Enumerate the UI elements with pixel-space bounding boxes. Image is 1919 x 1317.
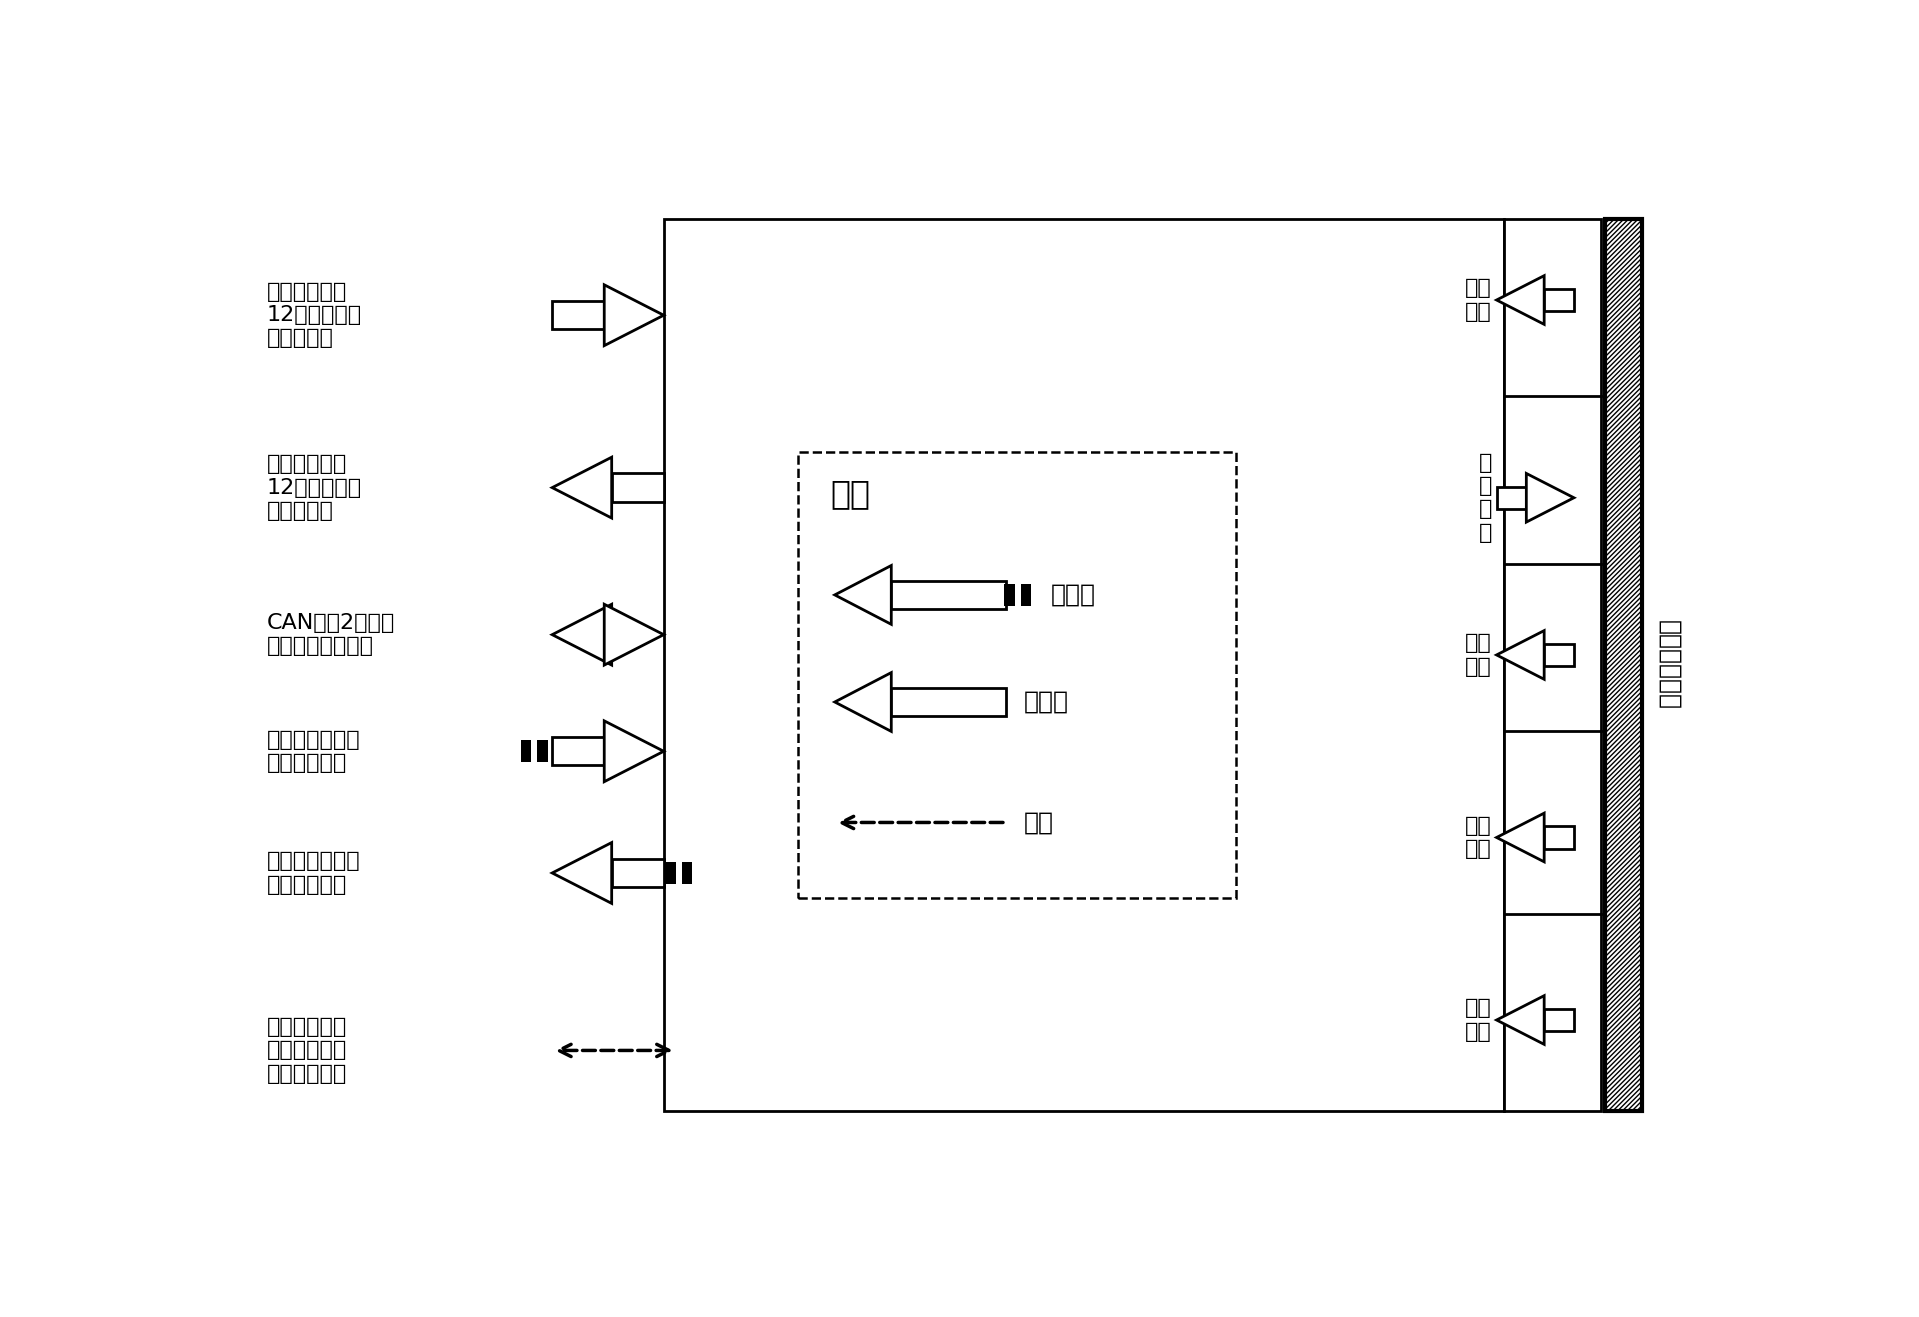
Text: 触
发
命
令: 触 发 命 令 xyxy=(1480,453,1493,543)
Text: 机箱
电源: 机箱 电源 xyxy=(1466,278,1493,321)
Bar xyxy=(1545,826,1574,848)
Text: 开关量（具体
物理形式及连
接方式待定）: 开关量（具体 物理形式及连 接方式待定） xyxy=(267,1017,347,1084)
Bar xyxy=(890,581,1006,608)
Bar xyxy=(1545,288,1574,311)
Text: CAN网（2路，去
往局域网接口箱）: CAN网（2路，去 往局域网接口箱） xyxy=(267,612,395,656)
Bar xyxy=(553,738,604,765)
Bar xyxy=(664,219,1504,1112)
Polygon shape xyxy=(553,605,612,665)
Bar xyxy=(1604,219,1643,1112)
Bar xyxy=(666,861,675,884)
Bar xyxy=(612,473,664,502)
Text: 光控机箱背板: 光控机箱背板 xyxy=(1658,620,1681,710)
Bar xyxy=(1497,486,1526,508)
Text: 光信号: 光信号 xyxy=(1050,583,1096,607)
Text: 图例: 图例 xyxy=(831,478,871,511)
Bar xyxy=(890,687,1006,716)
Bar xyxy=(537,740,547,763)
Polygon shape xyxy=(835,565,890,624)
Text: 待定: 待定 xyxy=(1023,810,1054,835)
Text: 由泄漏监视器返
回的监视信号: 由泄漏监视器返 回的监视信号 xyxy=(267,730,361,773)
Text: 触发命令（共
12路，来自光
电转换箱）: 触发命令（共 12路，来自光 电转换箱） xyxy=(267,282,363,349)
Bar xyxy=(1504,219,1600,1112)
Text: 报警
复位: 报警 复位 xyxy=(1466,633,1493,677)
Polygon shape xyxy=(1497,275,1545,324)
Polygon shape xyxy=(604,720,664,782)
Polygon shape xyxy=(553,457,612,518)
Text: 触发校验（共
12路，去往光
电转换箱）: 触发校验（共 12路，去往光 电转换箱） xyxy=(267,454,363,520)
Bar xyxy=(798,452,1236,898)
Polygon shape xyxy=(604,605,664,665)
Bar xyxy=(612,859,664,888)
Text: 监视
信息: 监视 信息 xyxy=(1466,815,1493,859)
Polygon shape xyxy=(604,284,664,345)
Polygon shape xyxy=(1526,473,1574,522)
Bar xyxy=(681,861,693,884)
Text: 电信号: 电信号 xyxy=(1023,690,1069,714)
Polygon shape xyxy=(835,673,890,731)
Polygon shape xyxy=(1497,631,1545,680)
Bar xyxy=(1004,583,1015,606)
Text: 向泄漏监视器发
送的测试信号: 向泄漏监视器发 送的测试信号 xyxy=(267,851,361,894)
Bar xyxy=(553,302,604,329)
Polygon shape xyxy=(553,843,612,903)
Polygon shape xyxy=(1497,813,1545,861)
Polygon shape xyxy=(1497,996,1545,1044)
Bar xyxy=(1021,583,1031,606)
Text: 机箱
电源: 机箱 电源 xyxy=(1466,998,1493,1042)
Bar xyxy=(520,740,532,763)
Bar xyxy=(604,620,612,649)
Bar xyxy=(1545,1009,1574,1031)
Bar xyxy=(1545,644,1574,666)
